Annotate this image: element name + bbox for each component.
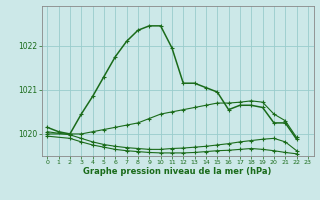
- X-axis label: Graphe pression niveau de la mer (hPa): Graphe pression niveau de la mer (hPa): [84, 167, 272, 176]
